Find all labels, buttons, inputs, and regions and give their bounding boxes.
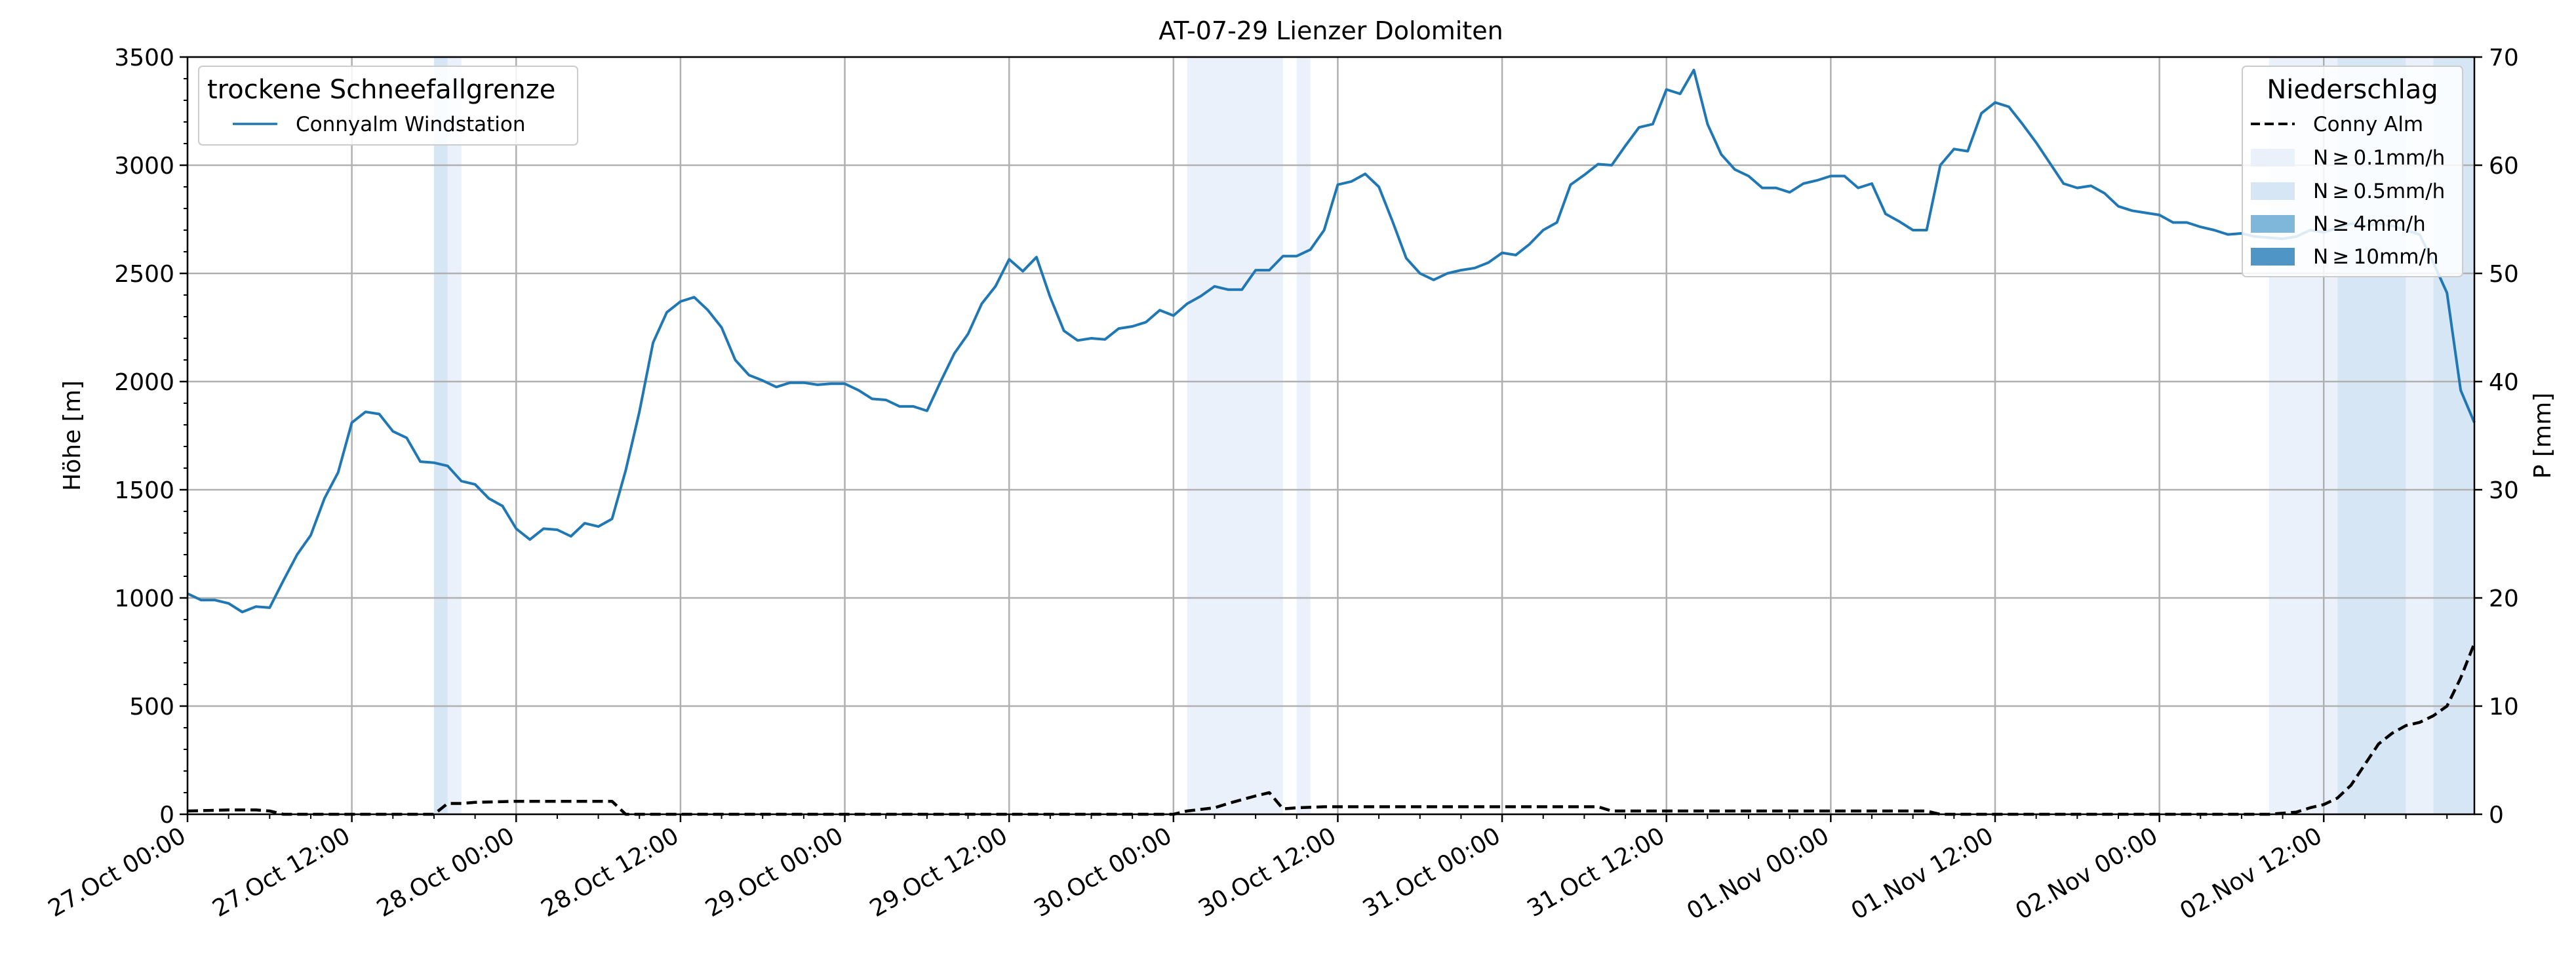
legend-precipitation: Niederschlag Conny Alm N ≥ 0.1mm/h N ≥ 0…: [2242, 66, 2463, 277]
legend-entry: N ≥ 10mm/h: [2313, 245, 2438, 269]
legend-title: Niederschlag: [2267, 75, 2438, 105]
grid: [186, 56, 2474, 816]
legend-box: [2242, 66, 2463, 277]
x-tick-label: 30.Oct 00:00: [1030, 822, 1177, 922]
snowline-series: [187, 68, 2476, 614]
x-tick-label: 01.Nov 12:00: [1847, 822, 1998, 925]
precipitation-band: [1296, 57, 1311, 814]
x-tick-label: 28.Oct 00:00: [372, 822, 519, 922]
y-axis-label-right: P [mm]: [2529, 393, 2556, 479]
x-tick-label: 28.Oct 12:00: [537, 822, 684, 922]
y-tick-label-left: 1500: [114, 477, 174, 504]
y-tick-label-right: 50: [2489, 261, 2519, 288]
chart-title: AT-07-29 Lienzer Dolomiten: [1159, 16, 1503, 45]
y-tick-label-right: 20: [2489, 585, 2519, 612]
plot-frame: [186, 56, 2476, 816]
y-tick-label-right: 0: [2489, 802, 2504, 829]
precipitation-band: [447, 57, 462, 814]
x-tick-label: 31.Oct 12:00: [1522, 822, 1669, 922]
y-axis-label-left: Höhe [m]: [59, 380, 86, 491]
y-tick-label-left: 3500: [114, 45, 174, 71]
x-tick-label: 30.Oct 12:00: [1194, 822, 1341, 922]
x-tick-label: 02.Nov 12:00: [2175, 822, 2327, 925]
legend-entry: N ≥ 0.1mm/h: [2313, 146, 2445, 170]
y-tick-label-left: 3000: [114, 153, 174, 180]
y-tick-label-right: 60: [2489, 153, 2519, 180]
y-tick-label-left: 500: [129, 694, 174, 721]
y-tick-label-left: 2500: [114, 261, 174, 288]
precipitation-band: [433, 57, 448, 814]
y-tick-label-right: 10: [2489, 694, 2519, 721]
legend-swatch-patch: [2251, 182, 2295, 200]
x-tick-label: 29.Oct 12:00: [865, 822, 1012, 922]
y-tick-label-right: 30: [2489, 477, 2519, 504]
legend-entry: Connyalm Windstation: [296, 113, 526, 136]
y-tick-label-left: 2000: [114, 369, 174, 396]
legend-entry: Conny Alm: [2313, 113, 2423, 136]
precipitation-band: [1187, 57, 1283, 814]
y-tick-label-left: 0: [159, 802, 174, 829]
data-lines: [187, 68, 2476, 816]
legend-snowline: trockene Schneefallgrenze Connyalm Winds…: [198, 66, 578, 146]
x-tick-label: 27.Oct 00:00: [44, 822, 191, 922]
legend-swatch-patch: [2251, 248, 2295, 266]
precipitation-series: [187, 643, 2476, 816]
x-tick-label: 02.Nov 00:00: [2011, 822, 2162, 925]
y-tick-label-right: 70: [2489, 45, 2519, 71]
y-tick-label-left: 1000: [114, 585, 174, 612]
x-tick-label: 29.Oct 00:00: [701, 822, 848, 922]
legend-title: trockene Schneefallgrenze: [207, 75, 555, 105]
legend-entry: N ≥ 0.5mm/h: [2313, 180, 2445, 203]
legend-box: [198, 66, 578, 146]
x-tick-label: 01.Nov 00:00: [1682, 822, 1834, 925]
legend-swatch-patch: [2251, 149, 2295, 167]
y-tick-label-right: 40: [2489, 369, 2519, 396]
x-tick-label: 31.Oct 00:00: [1358, 822, 1505, 922]
legend-entry: N ≥ 4mm/h: [2313, 212, 2426, 236]
x-tick-label: 27.Oct 12:00: [208, 822, 355, 922]
precipitation-bands: [433, 57, 2474, 814]
legend-swatch-patch: [2251, 215, 2295, 233]
